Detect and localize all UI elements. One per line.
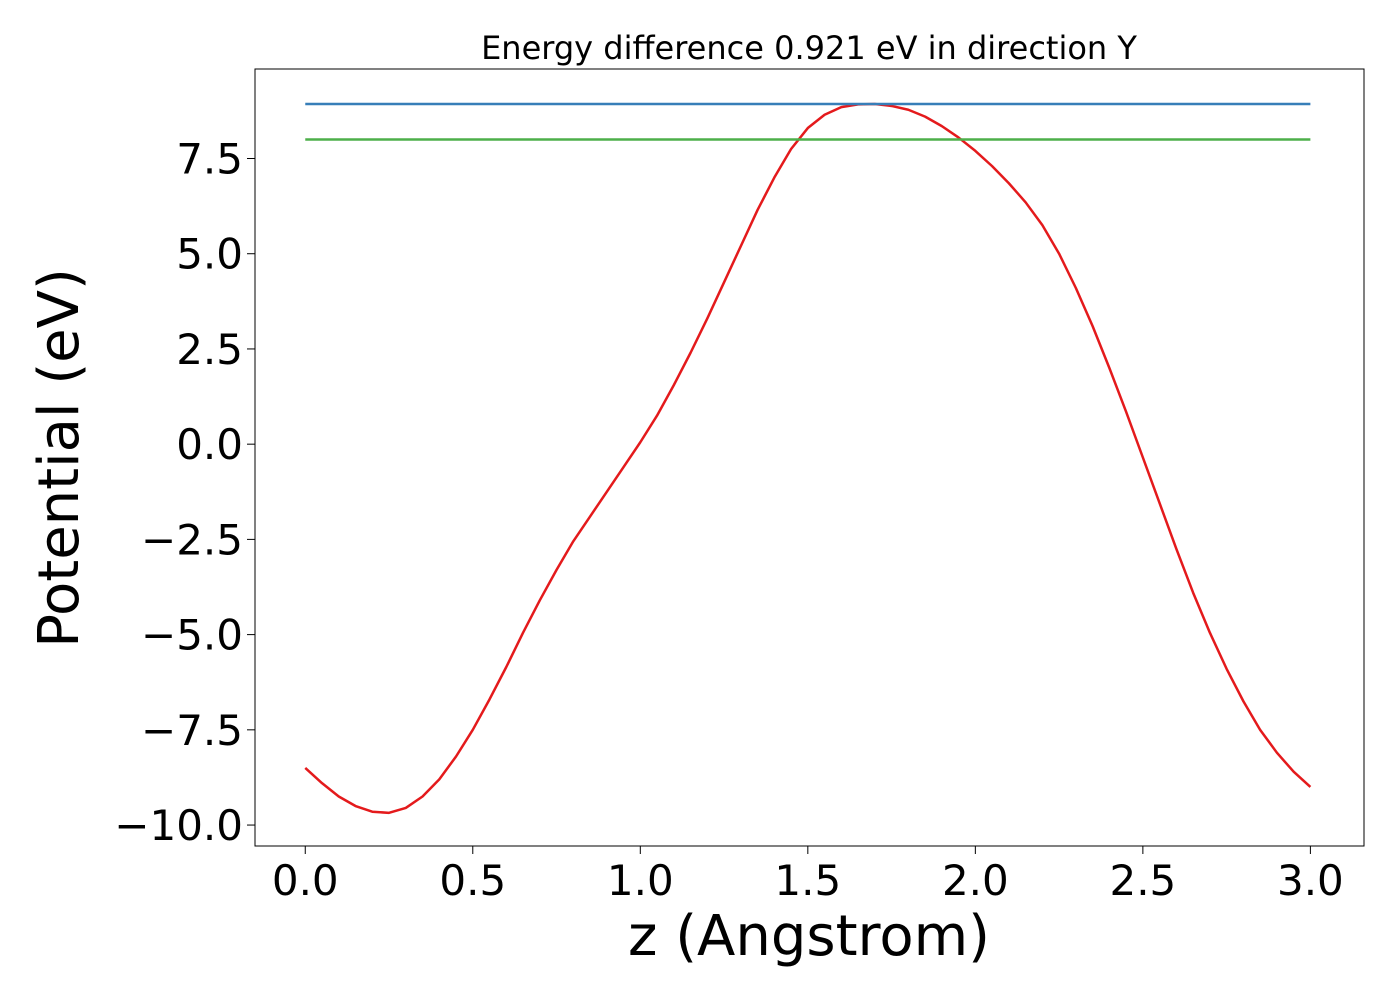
series-layer [304,102,1312,815]
x-tick-label: 2.5 [1109,856,1176,905]
series-line-0 [304,102,1312,815]
y-tick-label: −10.0 [114,801,243,850]
x-axis-ticks: 0.0 0.5 1.0 1.5 2.0 2.5 3.0 [272,846,1344,905]
y-axis-label: Potential (eV) [27,268,92,648]
y-tick-label: 5.0 [176,230,243,279]
x-tick-label: 1.5 [774,856,841,905]
plot-frame [254,68,1365,847]
x-tick-label: 1.0 [607,856,674,905]
y-tick-label: −7.5 [141,706,243,755]
x-axis-label: z (Angstrom) [628,904,990,969]
x-tick-label: 2.0 [942,856,1009,905]
y-tick-label: 7.5 [176,135,243,184]
x-tick-label: 0.5 [439,856,506,905]
y-tick-label: 2.5 [176,325,243,374]
y-tick-label: −2.5 [141,515,243,564]
y-tick-label: −5.0 [141,611,243,660]
y-axis-ticks: −10.0 −7.5 −5.0 −2.5 0.0 2.5 5.0 7.5 [114,135,255,850]
chart-title: Energy difference 0.921 eV in direction … [481,29,1137,67]
x-tick-label: 0.0 [272,856,339,905]
x-tick-label: 3.0 [1277,856,1344,905]
y-tick-label: 0.0 [176,420,243,469]
